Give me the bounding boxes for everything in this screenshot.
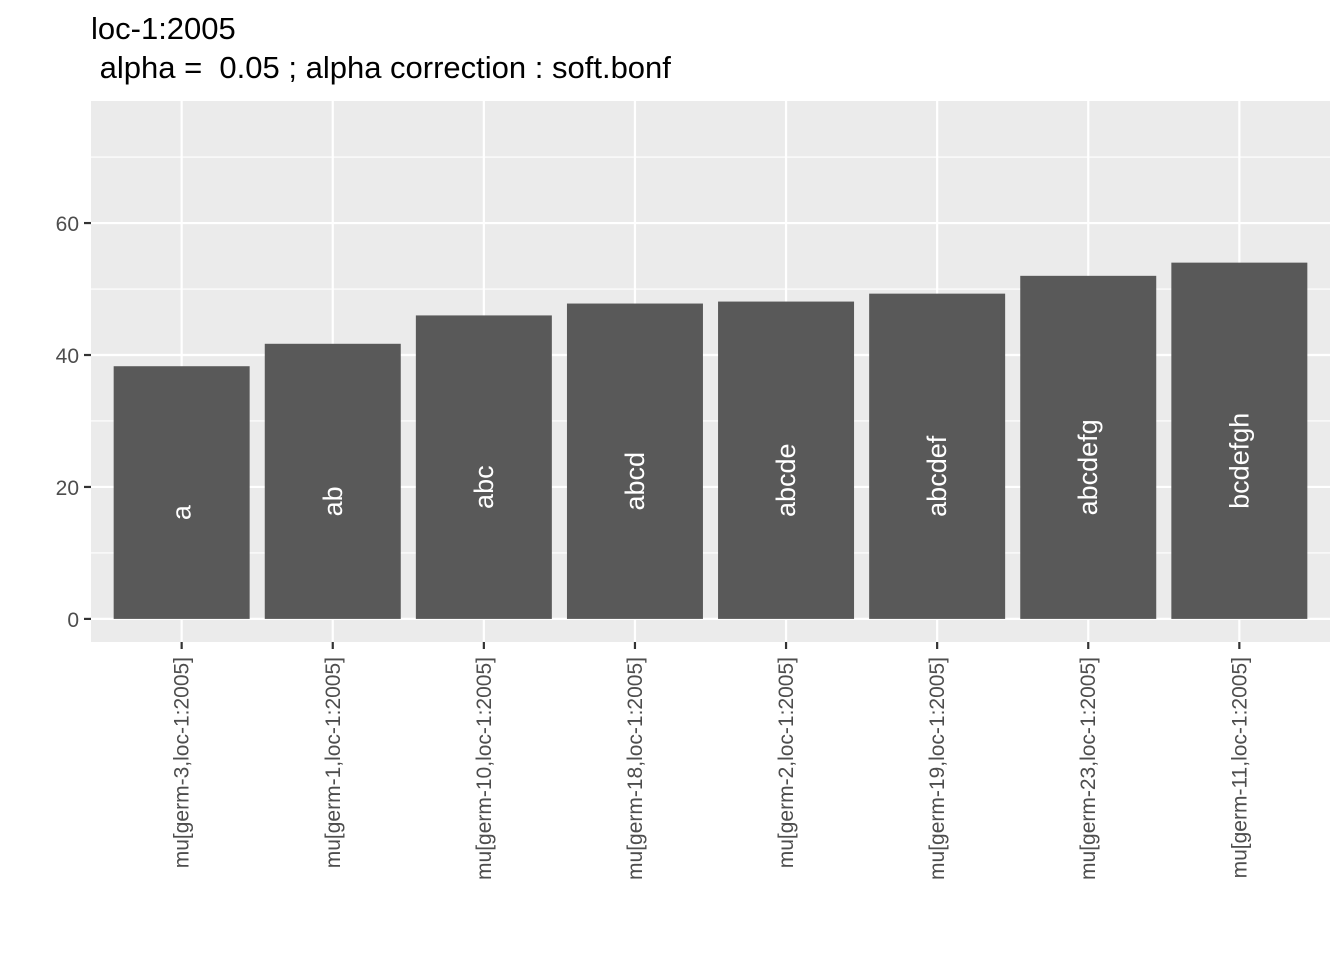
bar-group-label: abcd — [620, 452, 650, 511]
chart-title: loc-1:2005 — [91, 11, 236, 46]
bar — [869, 293, 1006, 619]
bar — [415, 315, 552, 619]
bar-labels: a ab abc abcd abcde abcdef abcdefg bcdefgh — [167, 413, 1255, 520]
y-tick-label: 60 — [56, 213, 79, 236]
bars — [113, 262, 1308, 619]
bar-group-label: ab — [318, 486, 348, 516]
bar-group-label: abcdef — [922, 435, 952, 517]
x-tick-label: mu[germ-19,loc-1:2005] — [926, 657, 949, 880]
x-axis: mu[germ-3,loc-1:2005] mu[germ-1,loc-1:200… — [171, 642, 1251, 880]
bar-group-label: abc — [469, 465, 499, 509]
x-tick-label: mu[germ-2,loc-1:2005] — [775, 657, 798, 868]
bar — [113, 366, 250, 619]
bar — [718, 301, 855, 619]
y-axis: 0 20 40 60 — [56, 213, 91, 632]
bar — [1020, 275, 1157, 619]
x-tick-label: mu[germ-3,loc-1:2005] — [171, 657, 194, 868]
y-tick-label: 40 — [56, 345, 79, 368]
bar-group-label: bcdefgh — [1224, 413, 1254, 509]
y-tick-label: 0 — [67, 609, 79, 632]
bar — [566, 303, 703, 619]
x-tick-label: mu[germ-1,loc-1:2005] — [322, 657, 345, 868]
chart-subtitle: alpha = 0.05 ; alpha correction : soft.b… — [91, 50, 671, 85]
x-tick-label: mu[germ-18,loc-1:2005] — [624, 657, 647, 880]
bar-group-label: abcdefg — [1073, 419, 1103, 515]
bar-group-label: abcde — [771, 443, 801, 517]
bar-group-label: a — [167, 504, 197, 520]
x-tick-label: mu[germ-11,loc-1:2005] — [1228, 657, 1251, 878]
bar — [264, 343, 401, 619]
y-tick-label: 20 — [56, 477, 79, 500]
x-tick-label: mu[germ-23,loc-1:2005] — [1077, 657, 1100, 880]
bar — [1171, 262, 1308, 619]
x-tick-label: mu[germ-10,loc-1:2005] — [473, 657, 496, 880]
